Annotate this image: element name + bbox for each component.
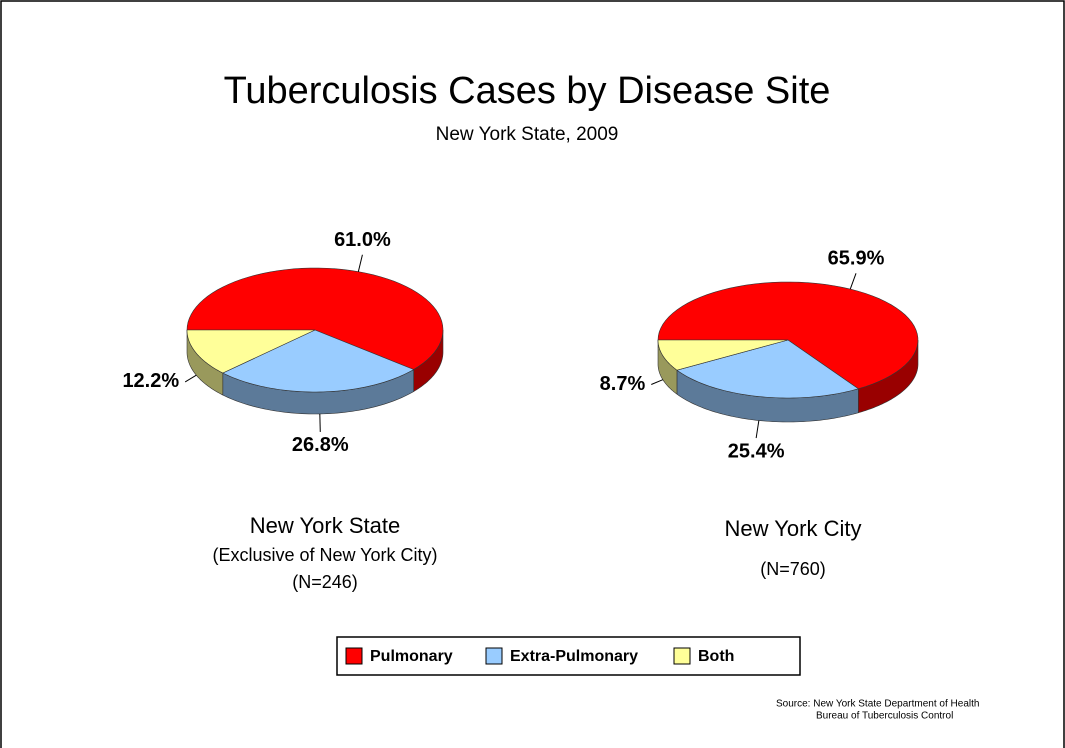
legend-label: Both [698, 648, 734, 665]
value-label: 65.9% [828, 248, 885, 270]
value-label: 26.8% [292, 434, 349, 456]
value-label: 12.2% [122, 370, 179, 392]
leader-line [849, 273, 857, 290]
pie-slice [222, 329, 415, 393]
pie-title: New York City [725, 516, 862, 541]
source: Bureau of Tuberculosis Control [816, 711, 953, 722]
value-label: 8.7% [600, 373, 646, 395]
leader-line [184, 374, 197, 383]
pie-slice [657, 339, 789, 371]
pie-slice [186, 329, 316, 374]
leader-line [755, 420, 760, 439]
value-label: 61.0% [334, 229, 391, 251]
legend-swatch [485, 647, 503, 665]
value-label: 25.4% [728, 440, 785, 462]
pie-slice [676, 339, 860, 399]
pie-subtitle: (Exclusive of New York City) [212, 545, 437, 565]
leader-line [651, 379, 664, 385]
source: Source: New York State Department of Hea… [776, 699, 979, 710]
leader-line [357, 254, 363, 272]
legend-swatch [345, 647, 363, 665]
pie-slice [657, 281, 919, 390]
pie-subtitle: (N=760) [760, 559, 826, 579]
legend-label: Pulmonary [370, 648, 453, 665]
chart-title: Tuberculosis Cases by Disease Site [224, 70, 831, 112]
pie-subtitle: (N=246) [292, 572, 358, 592]
legend-box [336, 636, 801, 676]
chart-subtitle: New York State, 2009 [436, 124, 619, 145]
legend-label: Extra-Pulmonary [510, 648, 638, 665]
legend-swatch [673, 647, 691, 665]
pie-title: New York State [250, 513, 400, 538]
